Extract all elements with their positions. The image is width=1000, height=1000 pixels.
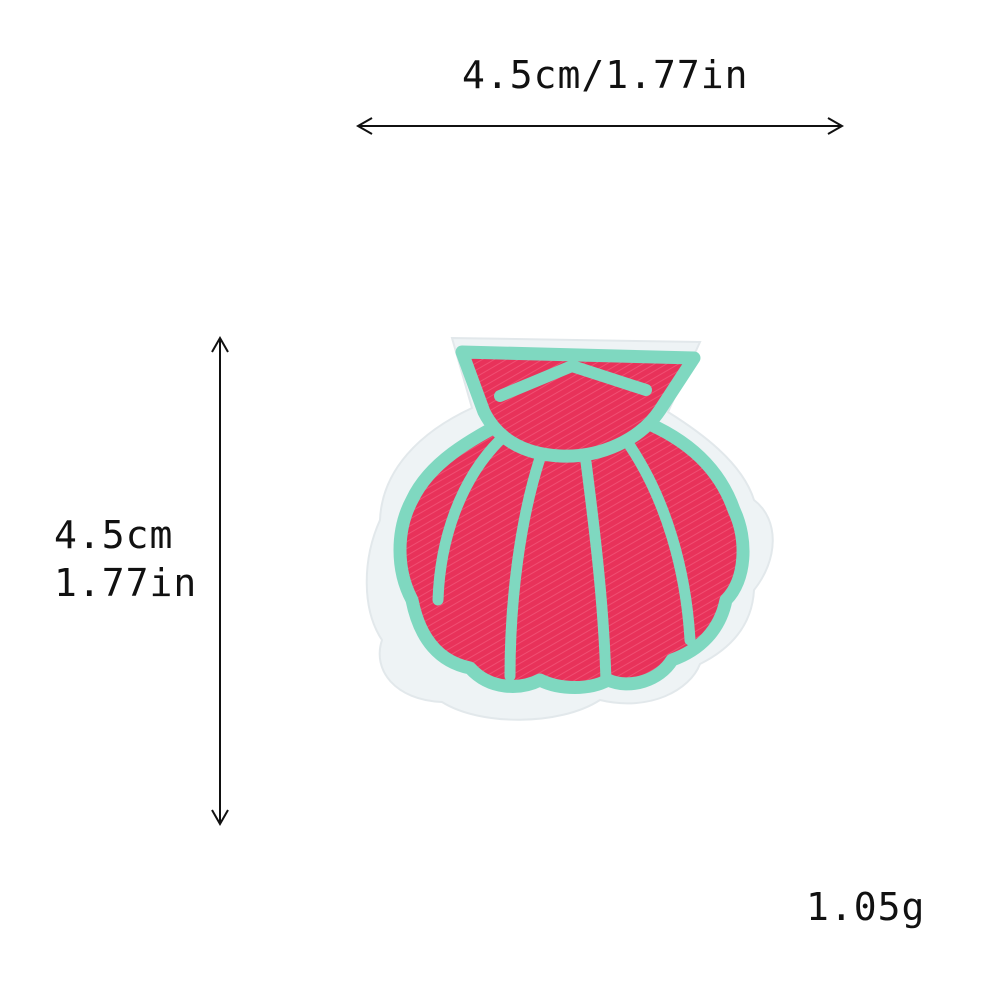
weight-label: 1.05g — [806, 885, 926, 929]
height-dimension-label: 4.5cm 1.77in — [54, 512, 197, 607]
horizontal-arrow-icon — [355, 117, 845, 135]
seashell-patch-icon — [365, 336, 774, 721]
height-cm-label: 4.5cm — [54, 513, 174, 557]
width-dimension-label: 4.5cm/1.77in — [462, 53, 749, 97]
shell-ribs — [432, 434, 696, 688]
hinge-chevron — [494, 360, 652, 402]
shell-hinge — [455, 345, 701, 463]
vertical-arrow-icon — [211, 335, 229, 827]
height-in-label: 1.77in — [54, 560, 198, 605]
